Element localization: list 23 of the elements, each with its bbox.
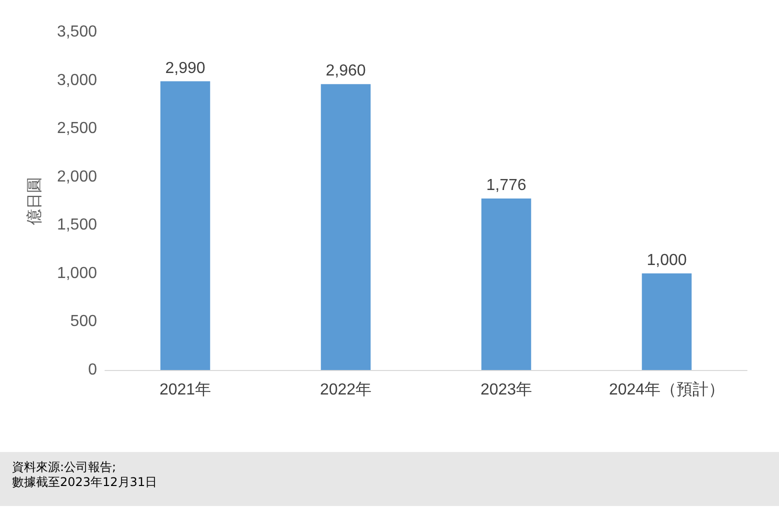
bar	[160, 81, 210, 370]
bar	[320, 84, 371, 370]
data-label: 2,990	[165, 60, 206, 77]
x-tick-label: 2024年（預計）	[608, 380, 725, 398]
x-tick-label: 2022年	[320, 382, 372, 398]
y-tick-label: 3,000	[56, 72, 98, 89]
y-tick-label: 1,000	[56, 264, 98, 282]
bar	[481, 198, 532, 370]
y-tick-label: 2,500	[56, 120, 98, 138]
y-tick-label: 2,000	[56, 168, 98, 186]
y-tick-label: 500	[70, 313, 98, 330]
data-label: 2,960	[326, 62, 366, 80]
bar	[642, 273, 692, 370]
data-label: 1,000	[646, 252, 687, 269]
y-tick-label: 1,500	[56, 216, 98, 234]
x-tick-label: 2023年	[480, 382, 532, 398]
source-note: 資料來源:公司報告;	[12, 460, 118, 475]
y-tick-label: 3,500	[56, 24, 98, 40]
y-axis-title: 億日圓	[26, 177, 44, 225]
x-tick-label: 2021年	[159, 382, 212, 398]
text: 數據截至2023年12月31日	[12, 475, 158, 490]
y-tick-label: 0	[88, 362, 98, 378]
data-label: 1,776	[486, 176, 526, 194]
